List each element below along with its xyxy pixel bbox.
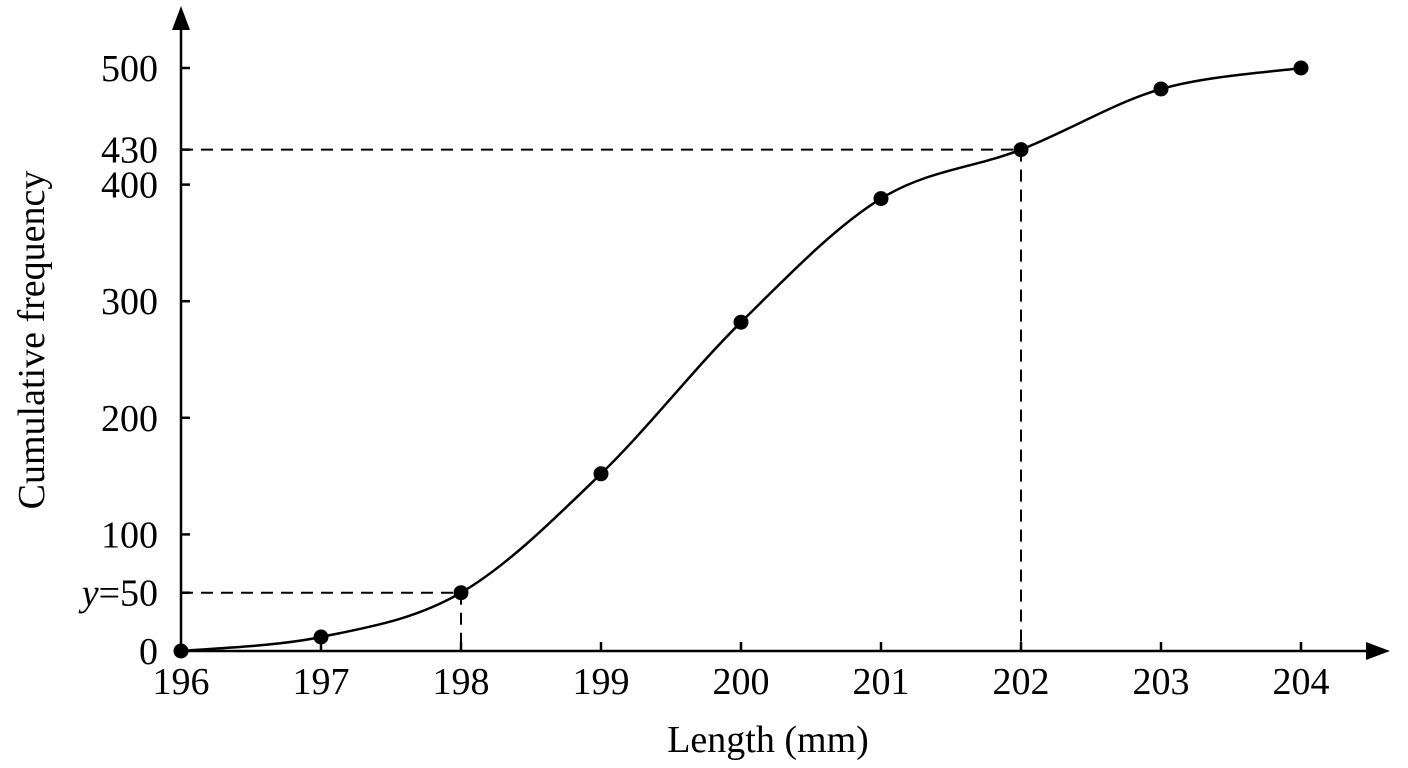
x-tick-label: 202 [993,661,1050,703]
y-tick-label: 430 [101,130,158,172]
curve-layer [180,66,1302,653]
x-tick-label: 201 [853,661,910,703]
y-tick-label: 0 [139,631,158,673]
x-tick-label: 204 [1273,661,1330,703]
data-point [873,191,889,207]
x-axis-title: Length (mm) [667,719,869,761]
x-tick-label: 197 [293,661,350,703]
data-point [733,314,749,330]
data-point [1153,81,1169,97]
data-point [313,629,329,645]
y-annotation-label: y=50 [78,573,158,615]
x-tick-label: 198 [433,661,490,703]
data-point [173,643,189,659]
y-tick-label: 100 [101,514,158,556]
cumulative-frequency-curve [180,66,1302,653]
y-annotation-variable: y [78,573,99,615]
x-tick-label: 199 [573,661,630,703]
x-axis-arrow [1366,642,1390,660]
data-point [1293,60,1309,76]
y-tick-label: 500 [101,48,158,90]
tick-labels: 196 197 198 199 200 201 202 203 204 0 100 200 300 400… [78,48,1330,703]
y-tick-label: 300 [101,281,158,323]
data-points [173,60,1309,659]
data-point [593,466,609,482]
data-point [1013,142,1029,158]
x-tick-label: 196 [153,661,210,703]
x-tick-label: 203 [1133,661,1190,703]
axes [172,6,1390,660]
y-tick-label: 200 [101,398,158,440]
data-point [453,585,469,601]
reference-lines [181,148,1022,651]
x-tick-label: 200 [713,661,770,703]
y-axis-title: Cumulative frequency [11,171,53,510]
y-tick-label: 400 [101,165,158,207]
y-annotation-value: =50 [99,573,158,615]
y-axis-arrow [172,6,190,30]
